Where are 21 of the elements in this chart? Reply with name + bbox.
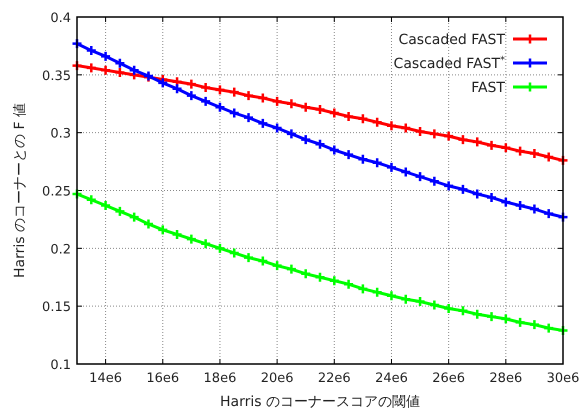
y-tick-label: 0.2 bbox=[50, 242, 71, 258]
y-tick-label: 0.35 bbox=[42, 68, 71, 84]
x-tick-label: 18e6 bbox=[204, 371, 236, 386]
y-tick-label: 0.3 bbox=[50, 126, 71, 142]
legend-label: FAST bbox=[471, 80, 506, 96]
legend-label: Cascaded FAST$^{*}$ bbox=[394, 54, 506, 72]
y-tick-label: 0.15 bbox=[42, 300, 71, 316]
y-tick-label: 0.25 bbox=[42, 184, 71, 200]
x-tick-label: 26e6 bbox=[432, 371, 466, 386]
y-tick-label: 0.1 bbox=[50, 358, 71, 373]
y-axis-title: Harris のコーナーとの F 値 bbox=[12, 103, 28, 278]
x-axis-title: Harris のコーナースコアの閾値 bbox=[220, 394, 420, 410]
x-tick-label: 22e6 bbox=[318, 371, 351, 386]
x-tick-label: 14e6 bbox=[89, 371, 122, 386]
legend-label: Cascaded FAST bbox=[398, 32, 506, 48]
x-tick-label: 16e6 bbox=[146, 371, 180, 386]
x-tick-label: 20e6 bbox=[260, 371, 294, 386]
x-tick-label: 24e6 bbox=[375, 371, 408, 386]
x-tick-label: 30e6 bbox=[546, 371, 579, 386]
x-tick-label: 28e6 bbox=[489, 371, 522, 386]
y-tick-label: 0.4 bbox=[50, 11, 71, 26]
